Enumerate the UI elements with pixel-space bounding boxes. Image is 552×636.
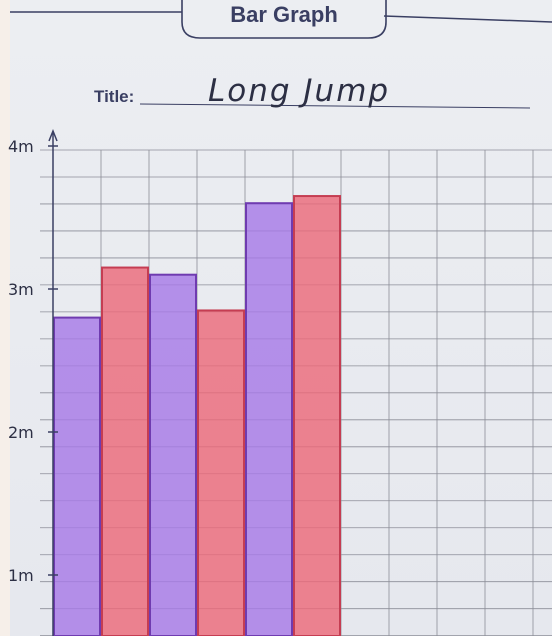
header-pill: [181, 0, 387, 39]
bar: [101, 266, 149, 636]
y-tick-label: 1m: [8, 566, 34, 585]
title-rule: [139, 103, 531, 109]
bar: [149, 273, 197, 636]
chart-title: Long Jump: [208, 73, 390, 109]
bars: [53, 195, 341, 636]
header-rule-right: [383, 15, 552, 23]
bar: [245, 202, 293, 636]
page-heading: Bar Graph: [230, 2, 338, 27]
bar: [53, 316, 101, 636]
bar: [293, 195, 341, 636]
y-tick-label: 3m: [8, 280, 34, 299]
y-tick-label: 2m: [8, 423, 34, 442]
y-axis: 1m 2m 3m 4m: [8, 128, 58, 636]
title-label: Title:: [94, 87, 134, 106]
bar: [197, 309, 245, 636]
y-axis-arrow: [48, 128, 58, 142]
y-tick-label: 4m: [8, 137, 34, 156]
